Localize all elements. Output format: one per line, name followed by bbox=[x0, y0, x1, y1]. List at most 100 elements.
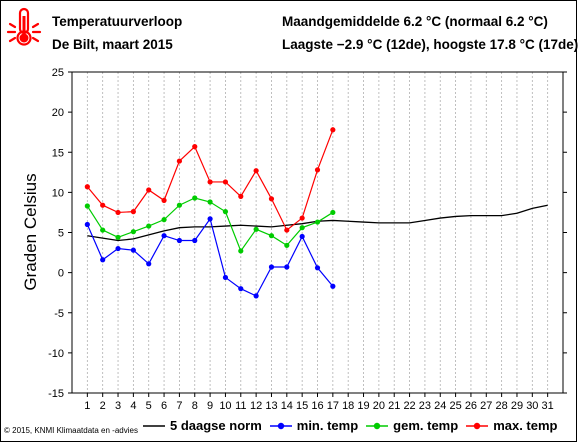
data-point bbox=[284, 242, 290, 248]
data-point bbox=[284, 264, 290, 270]
data-point bbox=[314, 265, 321, 271]
chart-legend: 5 daagse norm min. temp gem. temp max. temp bbox=[143, 418, 566, 433]
x-tick-label: 29 bbox=[511, 400, 523, 412]
data-point bbox=[84, 184, 90, 190]
legend-item: gem. temp bbox=[366, 418, 458, 433]
legend-label: min. temp bbox=[296, 418, 359, 433]
data-point bbox=[130, 209, 136, 215]
y-tick-label: 0 bbox=[58, 268, 64, 280]
x-tick-label: 19 bbox=[357, 400, 369, 412]
data-point bbox=[115, 234, 121, 240]
data-point bbox=[130, 229, 136, 235]
x-tick-label: 9 bbox=[207, 400, 213, 412]
legend-swatch bbox=[143, 424, 165, 427]
data-point bbox=[100, 202, 106, 208]
x-tick-label: 22 bbox=[403, 400, 415, 412]
y-tick-label: 20 bbox=[52, 107, 64, 119]
data-point bbox=[192, 237, 198, 244]
x-tick-label: 10 bbox=[219, 400, 231, 412]
extremes-text: Laagste −2.9 °C (12de), hoogste 17.8 °C … bbox=[282, 37, 579, 52]
x-tick-label: 26 bbox=[465, 400, 477, 412]
data-point bbox=[176, 158, 183, 164]
data-point bbox=[268, 264, 275, 270]
axes-layer: 1 2 3 4 5 6 7 8 9 10 11 12 13 14 15 16 17 18 19 20 21 22 23 24 2… bbox=[48, 67, 567, 412]
x-tick-label: 15 bbox=[296, 400, 308, 412]
data-point bbox=[238, 193, 244, 199]
data-point bbox=[253, 168, 259, 174]
data-point bbox=[268, 233, 275, 239]
y-axis-label: Graden Celsius bbox=[21, 173, 40, 290]
series-max-temp bbox=[84, 127, 336, 233]
y-tick-label: 10 bbox=[52, 187, 64, 199]
grid-layer bbox=[86, 72, 549, 393]
x-tick-label: 7 bbox=[176, 400, 182, 412]
data-point bbox=[238, 248, 244, 254]
data-point bbox=[146, 261, 152, 267]
x-tick-label: 6 bbox=[161, 400, 167, 412]
x-tick-label: 1 bbox=[84, 400, 90, 412]
data-point bbox=[161, 233, 167, 239]
x-tick-label: 4 bbox=[130, 400, 136, 412]
data-point bbox=[314, 167, 321, 173]
y-tick-label: -10 bbox=[48, 348, 64, 360]
x-tick-label: 28 bbox=[496, 400, 508, 412]
y-tick-label: 15 bbox=[52, 147, 64, 159]
y-tick-label: 5 bbox=[58, 228, 64, 240]
y-tick-label: -5 bbox=[54, 308, 64, 320]
legend-swatch bbox=[466, 422, 489, 429]
data-point bbox=[207, 179, 213, 185]
x-tick-label: 30 bbox=[526, 400, 538, 412]
x-tick-label: 11 bbox=[235, 400, 246, 412]
data-point bbox=[299, 225, 305, 231]
data-point bbox=[299, 215, 305, 221]
series-gem-temp bbox=[84, 195, 336, 254]
x-tick-label: 2 bbox=[100, 400, 106, 412]
x-tick-label: 13 bbox=[265, 400, 277, 412]
data-point bbox=[115, 245, 121, 252]
data-point bbox=[330, 283, 336, 289]
data-point bbox=[253, 226, 259, 232]
data-point bbox=[192, 195, 198, 201]
x-tick-label: 23 bbox=[419, 400, 431, 412]
x-tick-label: 8 bbox=[192, 400, 198, 412]
data-point bbox=[314, 219, 321, 225]
data-point bbox=[161, 217, 167, 223]
legend-swatch bbox=[366, 422, 389, 429]
x-tick-label: 18 bbox=[342, 400, 354, 412]
data-point bbox=[238, 286, 244, 292]
series-layer bbox=[84, 127, 548, 299]
legend-item: 5 daagse norm bbox=[143, 418, 262, 433]
copyright-text: © 2015, KNMI Klimaatdata en -advies bbox=[4, 426, 138, 435]
chart-subtitle: De Bilt, maart 2015 bbox=[52, 37, 173, 52]
x-tick-label: 31 bbox=[542, 400, 554, 412]
data-point bbox=[84, 203, 90, 209]
x-tick-label: 12 bbox=[250, 400, 262, 412]
thermometer-icon bbox=[6, 7, 42, 46]
data-point bbox=[176, 202, 183, 208]
data-point bbox=[84, 221, 90, 228]
data-point bbox=[253, 293, 259, 299]
data-point bbox=[100, 227, 106, 233]
legend-item: max. temp bbox=[466, 418, 558, 433]
data-point bbox=[146, 223, 152, 229]
x-tick-label: 5 bbox=[146, 400, 152, 412]
legend-swatch bbox=[269, 422, 292, 429]
legend-label: 5 daagse norm bbox=[170, 418, 262, 433]
x-tick-label: 17 bbox=[327, 400, 339, 412]
data-point bbox=[330, 209, 336, 216]
data-point bbox=[284, 227, 290, 233]
data-point bbox=[161, 197, 167, 203]
data-point bbox=[146, 187, 152, 193]
series-min-temp bbox=[84, 216, 336, 299]
data-point bbox=[100, 257, 106, 263]
data-point bbox=[222, 179, 229, 185]
data-point bbox=[130, 247, 136, 253]
x-tick-label: 16 bbox=[311, 400, 323, 412]
y-tick-label: -15 bbox=[48, 388, 64, 400]
data-point bbox=[115, 209, 121, 216]
data-point bbox=[268, 196, 275, 202]
legend-label: max. temp bbox=[493, 418, 558, 433]
x-tick-label: 3 bbox=[115, 400, 121, 412]
